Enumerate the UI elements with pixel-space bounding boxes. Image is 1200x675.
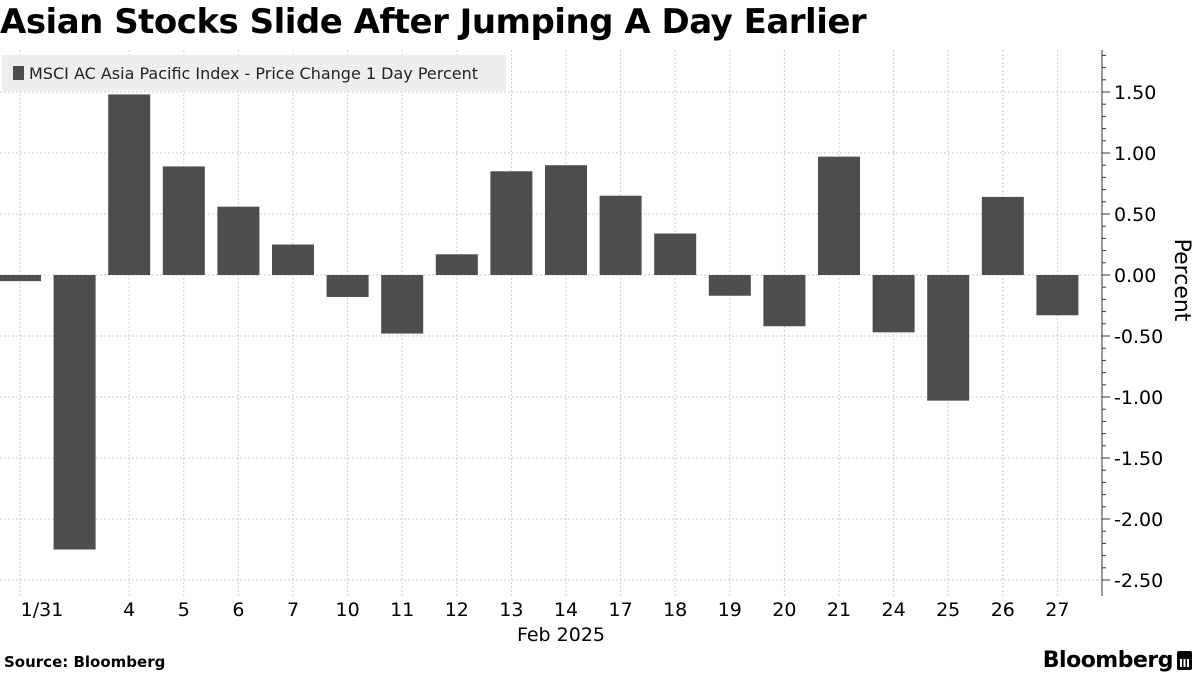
x-tick-label: 19 (718, 599, 742, 621)
bar-3 (53, 275, 96, 550)
bar-24 (872, 275, 915, 333)
bar-12 (435, 254, 478, 275)
legend-label: MSCI AC Asia Pacific Index - Price Chang… (29, 63, 479, 83)
bar-27 (1036, 275, 1079, 316)
bar-11 (381, 275, 424, 334)
bar-17 (599, 195, 642, 275)
y-tick-label: 1.50 (1114, 82, 1156, 104)
chart-title: Asian Stocks Slide After Jumping A Day E… (0, 2, 867, 42)
bar-13 (490, 171, 533, 275)
source-note: Source: Bloomberg (4, 653, 166, 671)
x-tick-label: 11 (390, 599, 414, 621)
x-tick-label: 26 (991, 599, 1015, 621)
bar-25 (927, 275, 970, 401)
brand-logo: Bloomberg (1043, 648, 1192, 673)
x-tick-label: 13 (499, 599, 523, 621)
bar-6 (217, 206, 260, 275)
bar-4 (108, 94, 151, 275)
bloomberg-chart-icon (1177, 651, 1192, 670)
y-tick-label: 0.00 (1114, 265, 1156, 287)
x-tick-label: 7 (287, 599, 299, 621)
x-tick-label: 10 (336, 599, 360, 621)
legend: MSCI AC Asia Pacific Index - Price Chang… (2, 55, 506, 91)
x-tick-label: 27 (1045, 599, 1069, 621)
bar-7 (272, 244, 314, 275)
x-tick-label: 17 (609, 599, 633, 621)
bar-1/31 (0, 275, 41, 282)
brand-name: Bloomberg (1042, 648, 1174, 673)
y-tick-label: 1.00 (1114, 143, 1156, 165)
bar-10 (326, 275, 369, 297)
bar-21 (818, 156, 860, 275)
x-tick-label: 1/31 (21, 599, 64, 621)
legend-swatch (13, 66, 24, 80)
x-tick-label: 6 (232, 599, 244, 621)
x-tick-label: 20 (772, 599, 796, 621)
y-tick-label: -2.50 (1114, 570, 1163, 592)
x-tick-label: 24 (882, 599, 906, 621)
x-tick-label: 21 (827, 599, 851, 621)
bar-18 (654, 233, 697, 275)
x-tick-label: 14 (554, 599, 578, 621)
bar-5 (162, 166, 205, 275)
y-tick-label: -1.00 (1114, 387, 1163, 409)
y-tick-label: 0.50 (1114, 204, 1156, 226)
y-axis-title: Percent (1169, 239, 1194, 322)
y-tick-label: -1.50 (1114, 448, 1163, 470)
x-tick-label: 12 (445, 599, 469, 621)
bar-20 (763, 275, 806, 327)
y-tick-label: -2.00 (1114, 509, 1163, 531)
x-tick-label: 4 (123, 599, 135, 621)
y-tick-label: -0.50 (1114, 326, 1163, 348)
bar-26 (981, 196, 1024, 275)
bar-14 (545, 165, 587, 275)
x-tick-label: 25 (936, 599, 960, 621)
x-axis-title: Feb 2025 (517, 624, 605, 646)
bar-19 (708, 275, 751, 296)
x-tick-label: 5 (178, 599, 190, 621)
x-tick-label: 18 (663, 599, 687, 621)
